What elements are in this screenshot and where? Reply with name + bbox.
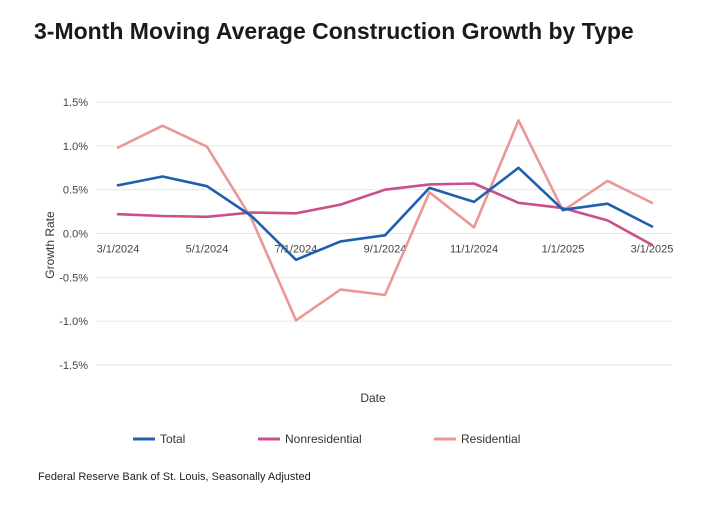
x-tick-label: 11/1/2024 xyxy=(450,244,498,256)
y-tick-label: 1.5% xyxy=(63,97,88,109)
legend-label: Total xyxy=(160,432,185,446)
y-tick-label: -1.5% xyxy=(59,360,88,372)
legend: Total Nonresidential Residential xyxy=(133,432,520,446)
y-axis-label: Growth Rate xyxy=(43,211,57,279)
y-tick-label: -0.5% xyxy=(59,272,88,284)
legend-label: Nonresidential xyxy=(285,432,362,446)
x-tick-label: 3/1/2024 xyxy=(97,244,140,256)
legend-item-residential: Residential xyxy=(434,432,520,446)
x-axis-label: Date xyxy=(360,391,386,405)
x-tick-label: 9/1/2024 xyxy=(364,244,407,256)
chart-title: 3-Month Moving Average Construction Grow… xyxy=(34,18,634,44)
y-tick-label: -1.0% xyxy=(59,316,88,328)
y-tick-label: 1.0% xyxy=(63,141,88,153)
y-axis-ticks: 1.5% 1.0% 0.5% 0.0% -0.5% -1.0% -1.5% xyxy=(59,97,88,372)
x-tick-label: 7/1/2024 xyxy=(275,244,318,256)
x-tick-label: 3/1/2025 xyxy=(631,244,674,256)
x-axis-ticks: 3/1/2024 5/1/2024 7/1/2024 9/1/2024 11/1/202… xyxy=(97,244,674,256)
y-tick-label: 0.0% xyxy=(63,229,88,241)
y-tick-label: 0.5% xyxy=(63,185,88,197)
x-tick-label: 5/1/2024 xyxy=(186,244,229,256)
legend-item-total: Total xyxy=(133,432,185,446)
series-line-residential xyxy=(116,119,654,322)
series-lines xyxy=(116,119,654,322)
legend-label: Residential xyxy=(461,432,520,446)
legend-item-nonresidential: Nonresidential xyxy=(258,432,362,446)
grid-lines xyxy=(96,101,672,366)
source-note: Federal Reserve Bank of St. Louis, Seaso… xyxy=(38,471,311,483)
series-line-total xyxy=(116,166,654,262)
x-tick-label: 1/1/2025 xyxy=(542,244,585,256)
